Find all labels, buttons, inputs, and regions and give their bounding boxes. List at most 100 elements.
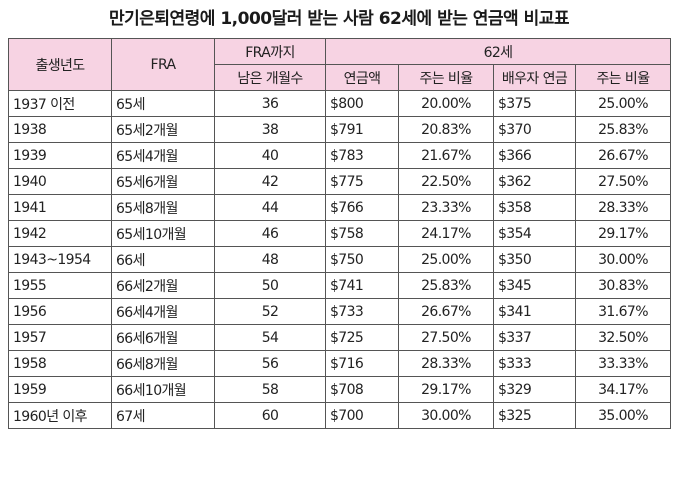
cell-pension-ratio: 27.50% bbox=[398, 324, 494, 351]
cell-birth-year: 1938 bbox=[8, 116, 112, 143]
table-row: 1937 이전 65세 36 $800 20.00% $375 25.00% bbox=[8, 90, 672, 117]
table-header: 출생년도 FRA FRA까지 62세 남은 개월수 연금액 주는 비율 배우자 … bbox=[8, 38, 672, 91]
cell-months-to-fra: 52 bbox=[214, 298, 326, 325]
cell-months-to-fra: 50 bbox=[214, 272, 326, 299]
cell-fra: 65세4개월 bbox=[111, 142, 215, 169]
table-row: 1938 65세2개월 38 $791 20.83% $370 25.83% bbox=[8, 116, 672, 143]
cell-fra: 66세10개월 bbox=[111, 376, 215, 403]
cell-months-to-fra: 38 bbox=[214, 116, 326, 143]
cell-pension: $741 bbox=[325, 272, 399, 299]
cell-fra: 66세6개월 bbox=[111, 324, 215, 351]
cell-pension: $716 bbox=[325, 350, 399, 377]
cell-months-to-fra: 48 bbox=[214, 246, 326, 273]
table-row: 1958 66세8개월 56 $716 28.33% $333 33.33% bbox=[8, 350, 672, 377]
header-spouse-pension: 배우자 연금 bbox=[493, 64, 576, 91]
cell-spouse-ratio: 27.50% bbox=[574, 168, 672, 195]
cell-spouse-ratio: 30.83% bbox=[574, 272, 672, 299]
cell-pension: $708 bbox=[325, 376, 399, 403]
cell-spouse-pension: $375 bbox=[493, 90, 576, 117]
cell-pension-ratio: 23.33% bbox=[398, 194, 494, 221]
table-row: 1957 66세6개월 54 $725 27.50% $337 32.50% bbox=[8, 324, 672, 351]
cell-spouse-ratio: 30.00% bbox=[574, 246, 672, 273]
page-title: 만기은퇴연령에 1,000달러 받는 사람 62세에 받는 연금액 비교표 bbox=[108, 9, 570, 29]
cell-spouse-ratio: 32.50% bbox=[574, 324, 672, 351]
cell-pension: $733 bbox=[325, 298, 399, 325]
cell-months-to-fra: 60 bbox=[214, 402, 326, 429]
cell-months-to-fra: 36 bbox=[214, 90, 326, 117]
cell-spouse-ratio: 26.67% bbox=[574, 142, 672, 169]
cell-spouse-pension: $358 bbox=[493, 194, 576, 221]
cell-pension-ratio: 25.83% bbox=[398, 272, 494, 299]
table-row: 1956 66세4개월 52 $733 26.67% $341 31.67% bbox=[8, 298, 672, 325]
table-row: 1955 66세2개월 50 $741 25.83% $345 30.83% bbox=[8, 272, 672, 299]
table-row: 1940 65세6개월 42 $775 22.50% $362 27.50% bbox=[8, 168, 672, 195]
cell-birth-year: 1937 이전 bbox=[8, 90, 112, 117]
pension-comparison-table: 출생년도 FRA FRA까지 62세 남은 개월수 연금액 주는 비율 배우자 … bbox=[8, 38, 672, 429]
header-months-line1: FRA까지 bbox=[214, 38, 326, 65]
cell-pension: $750 bbox=[325, 246, 399, 273]
cell-birth-year: 1943~1954 bbox=[8, 246, 112, 273]
cell-spouse-pension: $345 bbox=[493, 272, 576, 299]
cell-spouse-pension: $370 bbox=[493, 116, 576, 143]
cell-fra: 65세10개월 bbox=[111, 220, 215, 247]
cell-spouse-ratio: 34.17% bbox=[574, 376, 672, 403]
cell-spouse-ratio: 29.17% bbox=[574, 220, 672, 247]
header-fra: FRA bbox=[111, 38, 215, 91]
cell-pension-ratio: 25.00% bbox=[398, 246, 494, 273]
cell-pension-ratio: 22.50% bbox=[398, 168, 494, 195]
cell-pension-ratio: 21.67% bbox=[398, 142, 494, 169]
table-body: 1937 이전 65세 36 $800 20.00% $375 25.00% 1938 65세2… bbox=[8, 90, 672, 429]
cell-pension-ratio: 26.67% bbox=[398, 298, 494, 325]
cell-spouse-ratio: 25.00% bbox=[574, 90, 672, 117]
cell-pension-ratio: 29.17% bbox=[398, 376, 494, 403]
cell-pension: $758 bbox=[325, 220, 399, 247]
cell-birth-year: 1955 bbox=[8, 272, 112, 299]
cell-birth-year: 1959 bbox=[8, 376, 112, 403]
cell-fra: 66세4개월 bbox=[111, 298, 215, 325]
cell-months-to-fra: 56 bbox=[214, 350, 326, 377]
cell-birth-year: 1956 bbox=[8, 298, 112, 325]
cell-fra: 65세6개월 bbox=[111, 168, 215, 195]
header-birth-year: 출생년도 bbox=[8, 38, 112, 91]
cell-pension: $775 bbox=[325, 168, 399, 195]
header-spouse-ratio: 주는 비율 bbox=[574, 64, 672, 91]
header-pension-ratio: 주는 비율 bbox=[398, 64, 494, 91]
header-months-line2: 남은 개월수 bbox=[214, 64, 326, 91]
table-subheader-row: 남은 개월수 연금액 주는 비율 배우자 연금 주는 비율 bbox=[9, 64, 672, 91]
cell-spouse-ratio: 28.33% bbox=[574, 194, 672, 221]
cell-fra: 65세2개월 bbox=[111, 116, 215, 143]
cell-birth-year: 1957 bbox=[8, 324, 112, 351]
cell-pension-ratio: 20.00% bbox=[398, 90, 494, 117]
cell-spouse-pension: $329 bbox=[493, 376, 576, 403]
cell-spouse-ratio: 25.83% bbox=[574, 116, 672, 143]
cell-spouse-pension: $337 bbox=[493, 324, 576, 351]
cell-birth-year: 1942 bbox=[8, 220, 112, 247]
cell-spouse-pension: $333 bbox=[493, 350, 576, 377]
cell-birth-year: 1958 bbox=[8, 350, 112, 377]
cell-fra: 66세 bbox=[111, 246, 215, 273]
cell-pension-ratio: 20.83% bbox=[398, 116, 494, 143]
cell-fra: 67세 bbox=[111, 402, 215, 429]
cell-fra: 66세8개월 bbox=[111, 350, 215, 377]
cell-months-to-fra: 44 bbox=[214, 194, 326, 221]
table-row: 1960년 이후 67세 60 $700 30.00% $325 35.00% bbox=[8, 402, 672, 429]
cell-pension-ratio: 28.33% bbox=[398, 350, 494, 377]
cell-fra: 65세8개월 bbox=[111, 194, 215, 221]
cell-spouse-ratio: 35.00% bbox=[574, 402, 672, 429]
cell-pension: $766 bbox=[325, 194, 399, 221]
table-row: 1943~1954 66세 48 $750 25.00% $350 30.00% bbox=[8, 246, 672, 273]
cell-pension: $783 bbox=[325, 142, 399, 169]
cell-months-to-fra: 54 bbox=[214, 324, 326, 351]
cell-spouse-pension: $362 bbox=[493, 168, 576, 195]
cell-pension: $791 bbox=[325, 116, 399, 143]
header-pension: 연금액 bbox=[325, 64, 399, 91]
table-row: 1942 65세10개월 46 $758 24.17% $354 29.17% bbox=[8, 220, 672, 247]
cell-pension-ratio: 30.00% bbox=[398, 402, 494, 429]
cell-pension: $725 bbox=[325, 324, 399, 351]
cell-pension-ratio: 24.17% bbox=[398, 220, 494, 247]
table-row: 1959 66세10개월 58 $708 29.17% $329 34.17% bbox=[8, 376, 672, 403]
cell-fra: 65세 bbox=[111, 90, 215, 117]
cell-spouse-pension: $366 bbox=[493, 142, 576, 169]
cell-birth-year: 1939 bbox=[8, 142, 112, 169]
